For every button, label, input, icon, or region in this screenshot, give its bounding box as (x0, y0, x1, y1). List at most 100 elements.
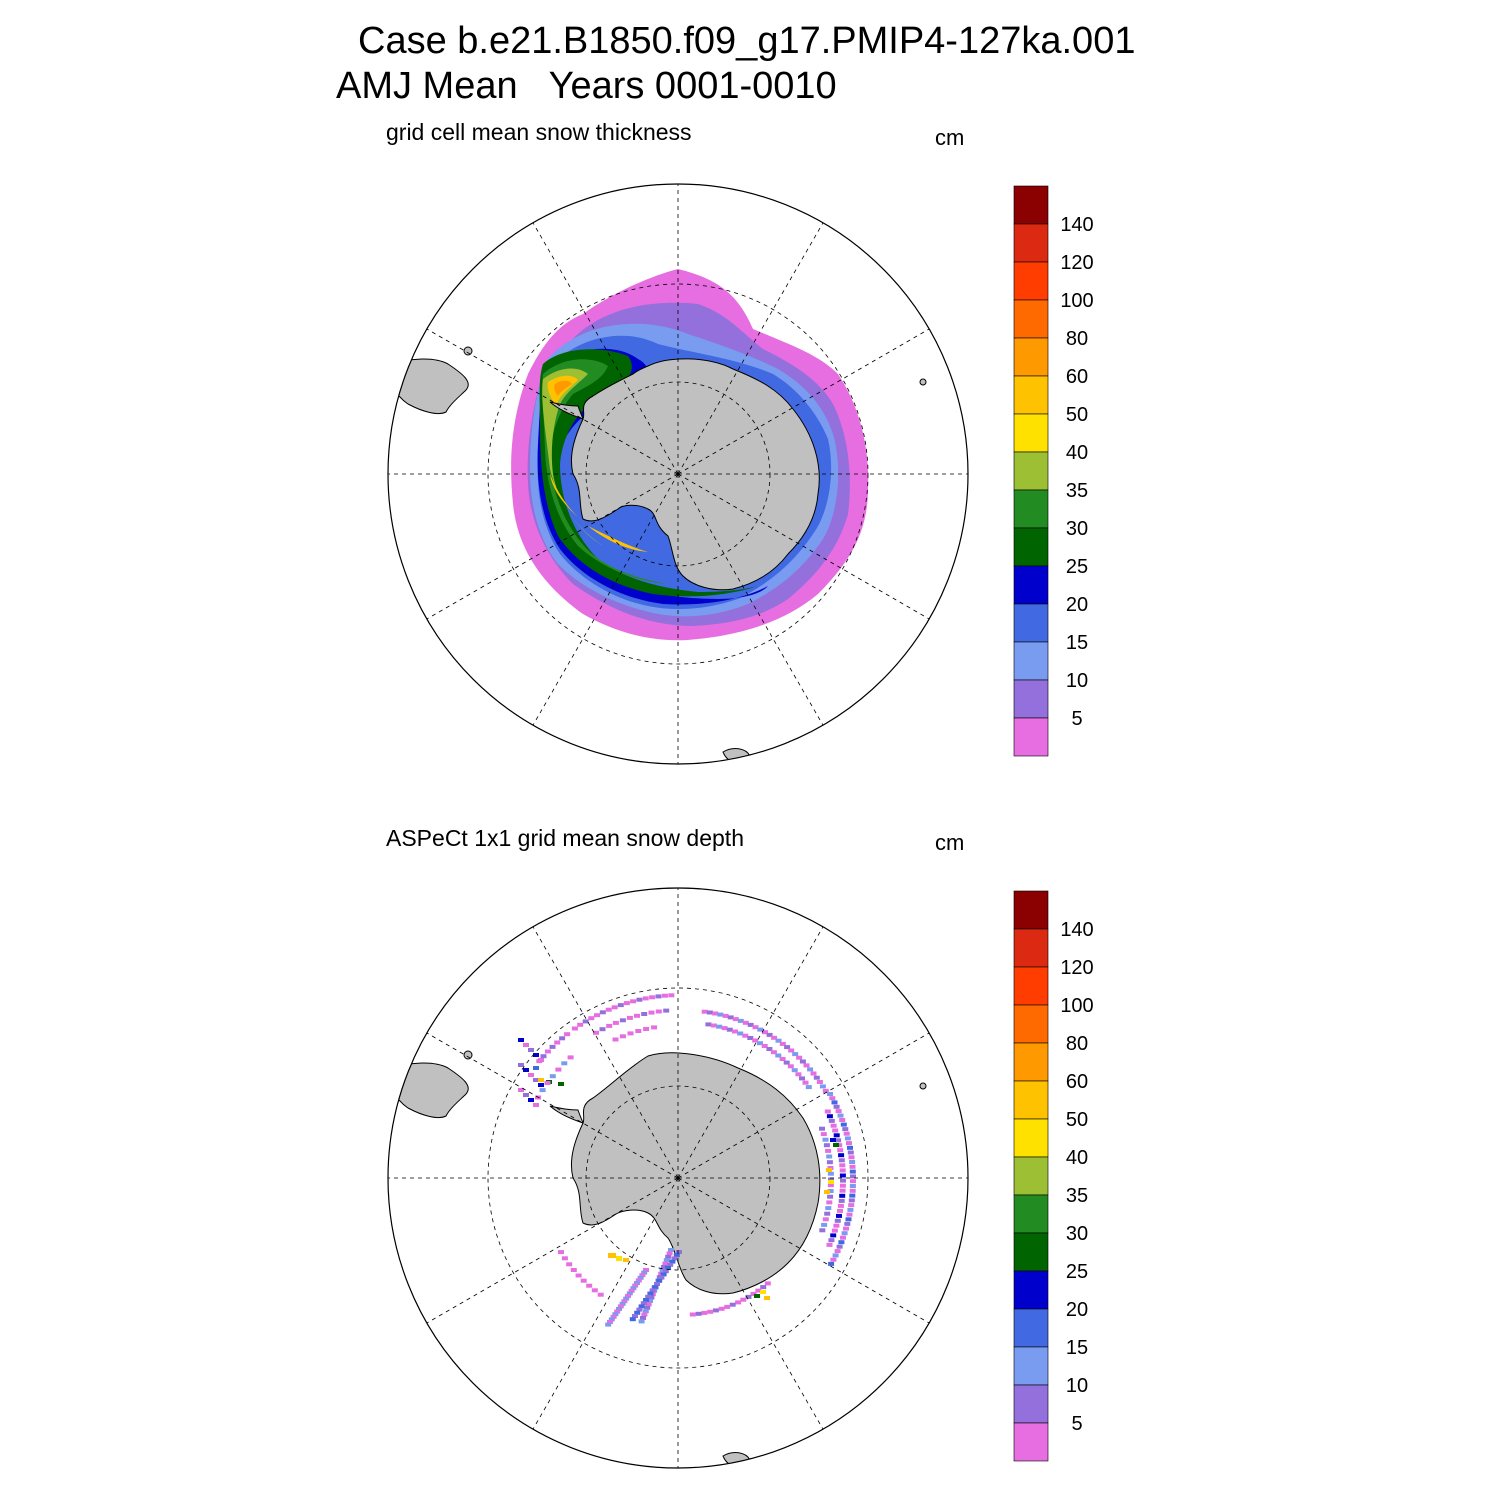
panel1-colorbar: 140 120 100 80 60 50 40 35 30 25 20 15 10 5 (1013, 185, 1094, 757)
meridian-line (677, 924, 825, 1179)
observation-cell (695, 1311, 702, 1316)
observation-cell (528, 1098, 534, 1102)
observation-cell (594, 1013, 600, 1018)
observation-cell (721, 1026, 728, 1031)
observation-cell (533, 1053, 539, 1057)
meridian-line (677, 220, 825, 475)
observation-cell (593, 1030, 599, 1035)
observation-cell (722, 1013, 729, 1018)
observation-cell (599, 1027, 606, 1032)
observation-cell (847, 1150, 854, 1155)
observation-cell (757, 1041, 763, 1046)
observation-cell (839, 1193, 846, 1198)
observation-cell (558, 1082, 564, 1086)
observation-cell (617, 1304, 624, 1309)
observation-cell (837, 1148, 844, 1153)
observation-cell (831, 1100, 838, 1105)
colorbar-swatch (1013, 1270, 1049, 1310)
observation-cell (564, 1032, 571, 1037)
observation-cell (821, 1222, 828, 1227)
colorbar-swatch (1013, 1384, 1049, 1424)
observation-cell (649, 995, 656, 1000)
observation-cell (754, 1294, 760, 1298)
observation-cell (630, 999, 637, 1004)
observation-cell (770, 1050, 777, 1055)
colorbar-swatch (1013, 413, 1049, 453)
observation-cell (829, 1096, 836, 1101)
observation-cell (828, 1118, 835, 1123)
observation-cell (591, 1288, 598, 1293)
observation-cell (538, 1083, 544, 1087)
panel1-subtitle: grid cell mean snow thickness (386, 119, 692, 145)
observation-cell (712, 1308, 719, 1313)
observation-cell (649, 1288, 656, 1293)
observation-cell (836, 1143, 843, 1148)
observation-cell (762, 1030, 768, 1035)
observation-cell (836, 1213, 842, 1218)
observation-cell (663, 1258, 670, 1263)
observation-cell (625, 1294, 631, 1298)
observation-cell (732, 1017, 739, 1022)
observation-cell (813, 1075, 820, 1080)
observation-cell (661, 1265, 667, 1269)
colorbar-swatch (1013, 679, 1049, 719)
observation-cell (612, 1037, 619, 1042)
observation-cell (834, 1249, 841, 1254)
observation-cell (636, 1307, 643, 1312)
kerguelen-island (919, 1082, 927, 1090)
observation-cell (643, 1027, 650, 1031)
colorbar-swatch (1013, 1156, 1049, 1196)
observation-cell (826, 1242, 833, 1247)
antarctic-peninsula (549, 1105, 584, 1124)
observation-cell (850, 1179, 856, 1184)
panel2-polar-map (387, 887, 969, 1469)
snow-60cm-region (554, 380, 572, 396)
observation-cell (849, 1184, 856, 1188)
panel2-colorbar: 140 120 100 80 60 50 40 35 30 25 20 15 10 5 (1013, 890, 1094, 1462)
observation-cell (635, 1029, 642, 1033)
colorbar-tick-label: 25 (1066, 1261, 1088, 1283)
observation-cell (795, 1072, 802, 1077)
colorbar-swatch (1013, 966, 1049, 1006)
observation-cell (701, 1009, 708, 1014)
meridian-line (424, 327, 679, 475)
observation-cell (701, 1310, 708, 1315)
colorbar-tick-label: 100 (1060, 290, 1093, 312)
aspect-observation-cells (518, 993, 856, 1327)
observation-cell (799, 1059, 806, 1064)
observation-cell (822, 1088, 829, 1093)
observation-cell (775, 1038, 782, 1043)
observation-cell (807, 1067, 814, 1072)
observation-cell (635, 1278, 642, 1283)
observation-cell (523, 1093, 529, 1097)
observation-cell (849, 1193, 856, 1198)
observation-cell (528, 1073, 534, 1077)
colorbar-tick-label: 35 (1066, 480, 1088, 502)
observation-cell (727, 1015, 734, 1020)
observation-cell (561, 1061, 568, 1066)
observation-cell (796, 1055, 803, 1060)
colorbar-swatch (1013, 337, 1049, 377)
observation-cell (559, 1036, 566, 1041)
colorbar-swatch (1013, 451, 1049, 491)
observation-cell (610, 1314, 617, 1319)
meridian-line (677, 1177, 932, 1325)
observation-cell (828, 1238, 835, 1243)
observation-cell (621, 1299, 628, 1304)
meridian-line (677, 1031, 932, 1179)
observation-cell (833, 1223, 840, 1228)
observation-cell (827, 1171, 834, 1176)
meridian-line (531, 924, 679, 1179)
observation-cell (647, 1299, 653, 1303)
observation-cell (830, 1233, 837, 1238)
observation-cell (835, 1138, 842, 1143)
observation-cell (839, 1188, 846, 1193)
observation-cell (849, 1188, 856, 1193)
observation-cell (629, 1317, 636, 1322)
observation-cell (837, 1203, 844, 1208)
observation-cell (599, 1010, 606, 1015)
panel1-units: cm (935, 125, 965, 150)
observation-cell (597, 1292, 604, 1297)
observation-cell (830, 1257, 837, 1262)
observation-cell (533, 1103, 539, 1107)
